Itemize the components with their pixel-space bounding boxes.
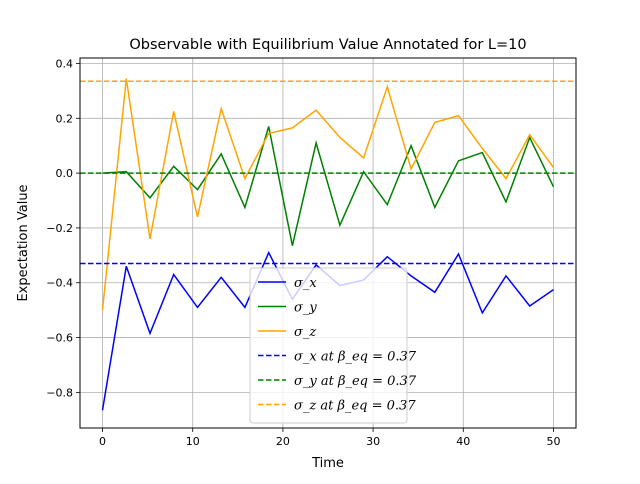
x-tick-label: 10 [186, 435, 200, 448]
legend-label: σ_x [294, 276, 317, 291]
legend-label: σ_y at β_eq = 0.37 [294, 374, 417, 389]
y-tick-label: 0.2 [56, 112, 74, 125]
y-tick-label: −0.6 [46, 332, 73, 345]
series-line-2 [101, 78, 555, 311]
y-tick-label: −0.8 [46, 386, 73, 399]
x-tick-label: 50 [546, 435, 560, 448]
series-line-1 [102, 126, 555, 246]
legend-box [249, 267, 408, 424]
y-axis-label: Expectation Value [16, 184, 31, 301]
y-tick-label: 0.0 [56, 167, 74, 180]
y-tick-label: 0.4 [56, 57, 74, 70]
x-tick-label: 20 [276, 435, 290, 448]
legend-label: σ_z at β_eq = 0.37 [294, 399, 416, 414]
x-axis-label: Time [311, 456, 344, 471]
legend: σ_x σ_y σ_z σ_x at β_eq = 0.37 σ_y at β_eq =… [249, 267, 417, 424]
y-tick-label: −0.4 [46, 277, 73, 290]
legend-label: σ_z [294, 325, 316, 340]
plot-frame [79, 57, 577, 429]
y-tick-label: −0.2 [46, 222, 73, 235]
x-tick-label: 40 [456, 435, 470, 448]
x-tick-label: 30 [366, 435, 380, 448]
legend-label: σ_y [294, 301, 317, 316]
y-axis-ticks: −0.8 −0.6 −0.4 −0.2 0.0 0.2 0.4 [46, 57, 80, 399]
chart-title: Observable with Equilibrium Value Annota… [129, 37, 526, 53]
legend-label: σ_x at β_eq = 0.37 [294, 350, 417, 365]
x-axis-ticks: 0 10 20 30 40 50 [99, 428, 560, 448]
x-tick-label: 0 [99, 435, 106, 448]
